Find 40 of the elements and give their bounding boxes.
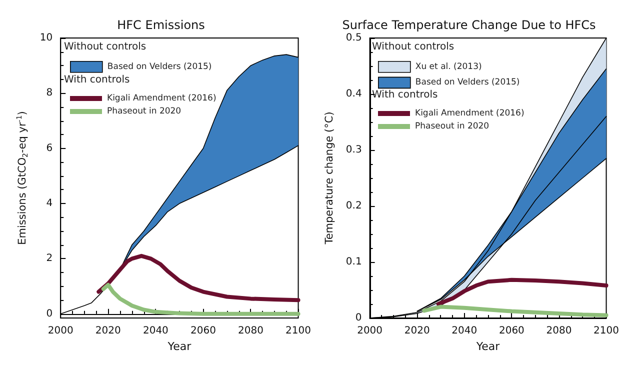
y-tick-label: 2 — [46, 253, 53, 264]
x-axis-title: Year — [166, 340, 192, 353]
y-tick-label: 0.2 — [346, 200, 362, 212]
legend-label: Phaseout in 2020 — [415, 122, 490, 132]
y-tick-label: 10 — [40, 32, 53, 44]
x-axis-title: Year — [475, 340, 500, 353]
x-tick-label: 2020 — [404, 326, 430, 336]
annotation: With controls — [372, 90, 438, 100]
x-tick-label: 2040 — [142, 326, 168, 336]
y-tick-label: 8 — [46, 88, 53, 99]
x-tick-label: 2020 — [95, 326, 121, 336]
y-tick-label: 4 — [46, 198, 53, 210]
legend-label: Kigali Amendment (2016) — [415, 108, 524, 118]
y-tick-label: 0.4 — [346, 88, 362, 100]
x-tick-label: 2100 — [594, 326, 619, 336]
x-tick-label: 2040 — [452, 326, 478, 336]
annotation: Without controls — [372, 42, 454, 52]
x-tick-label: 2060 — [190, 326, 216, 336]
x-tick-label: 2060 — [498, 326, 524, 336]
y-tick-label: 0.5 — [346, 32, 362, 44]
legend-label: Based on Velders (2015) — [415, 78, 520, 88]
legend-label: Phaseout in 2020 — [107, 106, 182, 116]
annotation: Without controls — [64, 42, 146, 52]
x-tick-label: 2000 — [48, 326, 74, 336]
chart-title: HFC Emissions — [117, 18, 205, 32]
legend-label: Xu et al. (2013) — [415, 62, 482, 72]
x-tick-label: 2080 — [546, 326, 572, 336]
y-tick-label: 0 — [355, 312, 362, 324]
y-tick-label: 6 — [46, 142, 53, 154]
y-tick-label: 0 — [46, 308, 53, 320]
y-tick-label: 0.3 — [346, 144, 362, 156]
annotation: With controls — [64, 74, 130, 86]
x-tick-label: 2100 — [286, 326, 311, 336]
legend-label: Kigali Amendment (2016) — [107, 94, 216, 104]
legend-label: Based on Velders (2015) — [107, 62, 212, 72]
x-tick-label: 2080 — [238, 326, 264, 336]
x-tick-label: 2000 — [357, 326, 383, 336]
y-tick-label: 0.1 — [346, 256, 362, 268]
y-axis-title: Temperature change (°C) — [324, 112, 336, 246]
chart-title: Surface Temperature Change Due to HFCs — [342, 18, 596, 32]
